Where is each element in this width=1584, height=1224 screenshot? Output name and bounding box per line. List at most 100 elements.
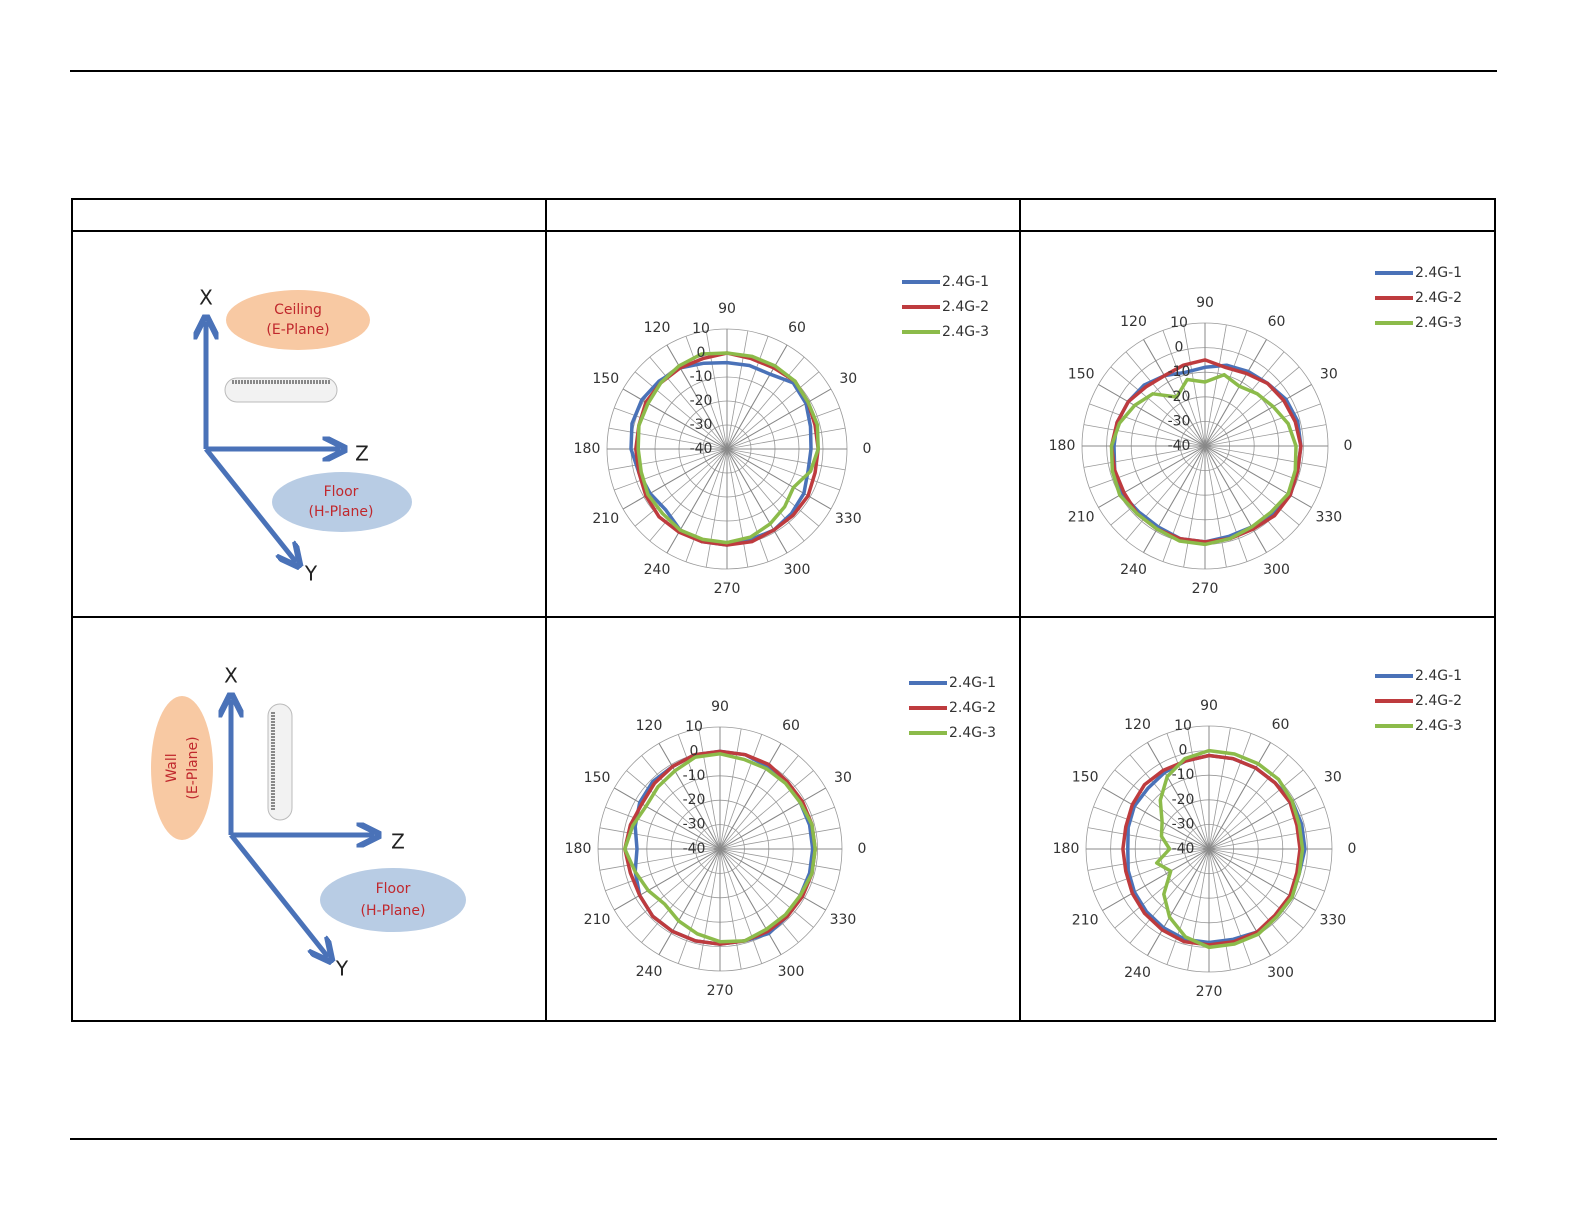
legend-label: 2.4G-1 — [942, 274, 989, 290]
radial-tick-label: -40 — [683, 841, 706, 857]
minor-spoke — [1204, 445, 1227, 568]
angle-tick-label: 270 — [1196, 984, 1223, 1000]
angle-tick-label: 0 — [863, 441, 872, 457]
legend-label: 2.4G-2 — [1415, 290, 1462, 306]
axis-label: Y — [304, 562, 318, 586]
radial-tick-label: -20 — [683, 792, 706, 808]
minor-spoke — [719, 848, 799, 943]
angle-tick-label: 0 — [1348, 841, 1357, 857]
radial-tick-label: -40 — [690, 441, 713, 457]
plane-label: (H-Plane) — [361, 903, 426, 919]
minor-spoke — [1204, 424, 1327, 447]
minor-spoke — [1208, 848, 1289, 944]
angle-spoke — [1098, 445, 1206, 508]
radial-tick-label: -30 — [690, 417, 713, 433]
radial-tick-label: 10 — [1174, 718, 1192, 734]
legend-label: 2.4G-3 — [949, 725, 996, 741]
angle-tick-label: 180 — [1053, 841, 1080, 857]
minor-spoke — [719, 848, 841, 871]
angle-spoke — [1143, 339, 1206, 447]
radial-tick-label: -20 — [690, 393, 713, 409]
minor-spoke — [726, 448, 769, 562]
angle-tick-label: 120 — [1120, 314, 1147, 330]
minor-spoke — [1162, 445, 1206, 562]
radial-tick-label: -20 — [1172, 792, 1195, 808]
minor-spoke — [1208, 827, 1331, 850]
minor-spoke — [608, 448, 728, 471]
plane-ellipse — [272, 472, 412, 532]
minor-spoke — [1129, 848, 1210, 944]
axis-arrow — [204, 447, 296, 562]
angle-tick-label: 90 — [1196, 295, 1214, 311]
minor-spoke — [726, 407, 840, 450]
angle-tick-label: 300 — [784, 562, 811, 578]
angle-tick-label: 180 — [574, 441, 601, 457]
angle-tick-label: 150 — [1072, 770, 1099, 786]
angle-spoke — [719, 848, 782, 955]
minor-spoke — [726, 427, 846, 450]
legend-label: 2.4G-1 — [1415, 668, 1462, 684]
radial-tick-label: -40 — [1172, 841, 1195, 857]
angle-tick-label: 30 — [1324, 770, 1342, 786]
minor-spoke — [1204, 351, 1285, 447]
minor-spoke — [1166, 848, 1210, 965]
minor-spoke — [726, 448, 749, 568]
minor-spoke — [698, 728, 721, 850]
angle-spoke — [1204, 339, 1267, 447]
axis-label: Y — [335, 957, 349, 981]
angle-tick-label: 180 — [565, 841, 592, 857]
minor-spoke — [1114, 848, 1210, 929]
orientation-diagram: X Z Y Wall (E-Plane) Floor (H-Plane) — [151, 664, 466, 981]
angle-spoke — [658, 848, 721, 955]
angle-tick-label: 0 — [1344, 438, 1353, 454]
minor-spoke — [608, 427, 728, 450]
angle-spoke — [1208, 848, 1271, 956]
minor-spoke — [626, 848, 721, 928]
angle-spoke — [1208, 742, 1271, 850]
pattern-line — [1121, 753, 1302, 947]
minor-spoke — [1183, 445, 1206, 568]
angle-tick-label: 270 — [714, 581, 741, 597]
angle-tick-label: 240 — [1120, 562, 1147, 578]
angle-spoke — [1102, 787, 1210, 850]
minor-spoke — [726, 448, 820, 527]
angle-spoke — [666, 448, 728, 554]
angle-tick-label: 210 — [592, 511, 619, 527]
angle-spoke — [1208, 787, 1316, 850]
minor-spoke — [599, 827, 721, 850]
angle-tick-label: 60 — [788, 320, 806, 336]
plane-ellipse — [151, 696, 213, 840]
plane-label: Wall — [164, 753, 180, 782]
angle-spoke — [1204, 445, 1312, 508]
radial-tick-label: -30 — [1168, 413, 1191, 429]
pattern-line — [623, 752, 817, 944]
minor-spoke — [677, 734, 721, 850]
minor-spoke — [614, 407, 728, 450]
legend-label: 2.4G-2 — [1415, 693, 1462, 709]
minor-spoke — [1208, 848, 1325, 892]
minor-spoke — [1208, 848, 1331, 871]
minor-spoke — [719, 848, 763, 964]
minor-spoke — [1083, 445, 1206, 468]
pattern-line — [1154, 748, 1305, 950]
angle-tick-label: 60 — [1272, 717, 1290, 733]
angle-spoke — [1102, 848, 1210, 911]
minor-spoke — [1125, 445, 1206, 541]
minor-spoke — [649, 356, 728, 450]
axis-arrow — [229, 833, 328, 957]
minor-spoke — [1204, 445, 1285, 541]
minor-spoke — [605, 848, 721, 892]
angle-tick-label: 240 — [636, 964, 663, 980]
radial-tick-label: -30 — [683, 817, 706, 833]
pattern-line — [1109, 372, 1298, 547]
angle-tick-label: 30 — [839, 371, 857, 387]
angle-spoke — [719, 743, 782, 850]
minor-spoke — [634, 448, 728, 527]
axis-label: X — [199, 286, 213, 310]
minor-spoke — [719, 755, 799, 850]
minor-spoke — [1089, 403, 1206, 447]
minor-spoke — [719, 734, 763, 850]
legend-label: 2.4G-3 — [942, 324, 989, 340]
radial-tick-label: 0 — [1175, 340, 1184, 356]
